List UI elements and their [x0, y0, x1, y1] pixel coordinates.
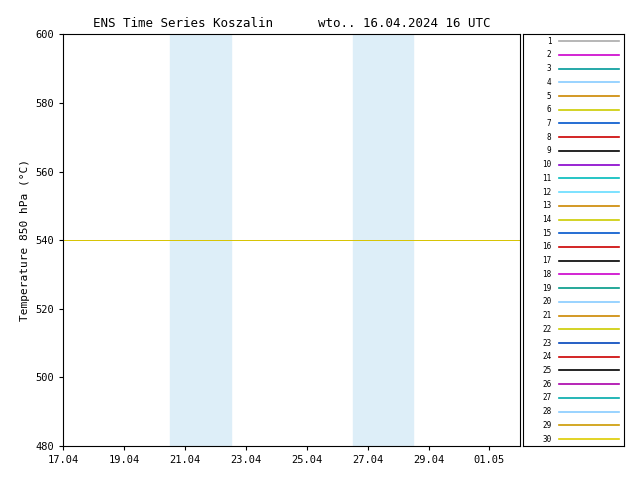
Text: 19: 19: [542, 284, 552, 293]
Text: 7: 7: [547, 119, 552, 128]
Text: 29: 29: [542, 421, 552, 430]
Text: 24: 24: [542, 352, 552, 361]
Bar: [353, 34, 413, 446]
Text: 26: 26: [542, 380, 552, 389]
Text: 27: 27: [542, 393, 552, 402]
Bar: [170, 34, 231, 446]
Text: 18: 18: [542, 270, 552, 279]
Text: 11: 11: [542, 174, 552, 183]
Text: 20: 20: [542, 297, 552, 306]
Title: ENS Time Series Koszalin      wto.. 16.04.2024 16 UTC: ENS Time Series Koszalin wto.. 16.04.202…: [93, 17, 490, 30]
Text: 13: 13: [542, 201, 552, 210]
Text: 16: 16: [542, 243, 552, 251]
Text: 4: 4: [547, 78, 552, 87]
Y-axis label: Temperature 850 hPa (°C): Temperature 850 hPa (°C): [20, 159, 30, 321]
Text: 14: 14: [542, 215, 552, 224]
Text: 6: 6: [547, 105, 552, 114]
Text: 30: 30: [542, 435, 552, 443]
Text: 12: 12: [542, 188, 552, 196]
Text: 25: 25: [542, 366, 552, 375]
Text: 21: 21: [542, 311, 552, 320]
Text: 5: 5: [547, 92, 552, 100]
Text: 10: 10: [542, 160, 552, 169]
Text: 23: 23: [542, 339, 552, 347]
Text: 2: 2: [547, 50, 552, 59]
Text: 22: 22: [542, 325, 552, 334]
Text: 9: 9: [547, 147, 552, 155]
Text: 15: 15: [542, 229, 552, 238]
Text: 3: 3: [547, 64, 552, 73]
Text: 8: 8: [547, 133, 552, 142]
Text: 17: 17: [542, 256, 552, 265]
Text: 28: 28: [542, 407, 552, 416]
Text: 1: 1: [547, 37, 552, 46]
